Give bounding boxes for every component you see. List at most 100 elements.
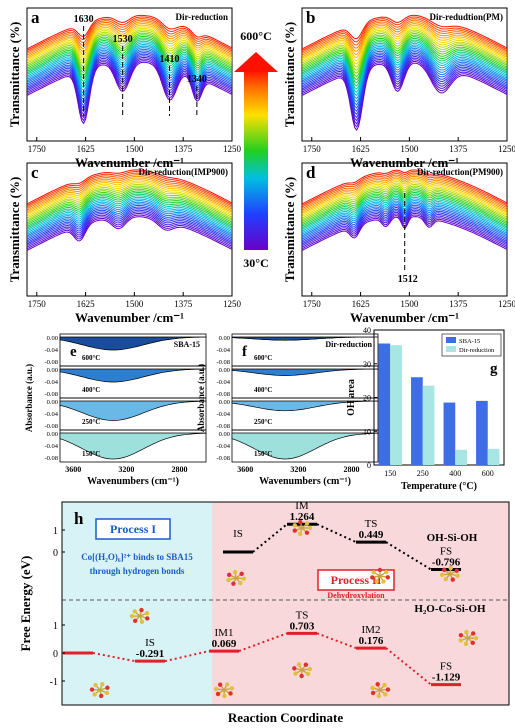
bar-panel-g: 0 10 20 30 40 150 250 400 600 Temperature (°C) OH … [346,326,505,492]
spectrum-line [26,187,233,223]
energy-panel-h: hISIM1.264TS0.449FS-0.796OH-Si-OH10IS-0.… [18,500,510,725]
spectrum-line [301,49,508,106]
spectrum-line [26,60,233,122]
y-tick-label: -0.08 [216,359,230,366]
atom [376,693,382,699]
spectrum-line [301,39,508,87]
atom [299,673,304,679]
atom [439,572,445,578]
x-tick-label: 1375 [449,144,468,154]
atom [217,682,223,687]
y-tick-label: 40 [363,326,371,335]
molecule-icon [292,519,313,537]
y-tick-label: 20 [363,394,371,403]
y-tick-label: -0.08 [44,359,58,366]
spectrum-line [301,192,508,227]
spectrum-line [301,16,508,51]
state-label: TS [296,609,309,621]
x-axis-label: Wavenumbers (cm⁻¹) [87,476,179,487]
spectrum-line [26,206,233,242]
spectrum-line [26,211,233,247]
molecule-icon [370,682,391,699]
spectrum-line [26,21,233,56]
spectrum-line [26,177,233,213]
y-tick-label: -0.04 [216,411,230,418]
molecule-icon [292,662,313,679]
x-axis-label: Wavenumber /cm⁻¹ [350,310,459,325]
spectrum-line [26,48,233,101]
peak-label: 1410 [160,54,180,65]
x-axis-label: Wavenumbers (cm⁻¹) [259,476,351,487]
atom [448,565,453,571]
atom [464,629,469,635]
process1-title: Process I [110,522,156,536]
spectrum-line [301,23,508,58]
x-axis-label: Wavenumber /cm⁻¹ [75,310,184,325]
x-tick-label: 1625 [77,144,96,154]
state-label: IS [145,637,155,649]
spectrum-line [301,41,508,90]
state-value: 0.449 [359,529,384,541]
atom [145,616,150,621]
atom [232,569,238,575]
y-tick-label: 1 [53,526,58,537]
y-tick-label: -0.08 [44,423,58,430]
atom [93,682,98,688]
atom [89,687,95,692]
spectrum-line [301,184,508,219]
bar [455,449,467,465]
atom [100,682,105,687]
spectrum-line [26,31,233,68]
x-axis-label: Reaction Coordinate [228,710,343,725]
atom [473,636,479,641]
atom [227,572,232,578]
spectrum-line [26,27,233,63]
spectrum-line [26,19,233,55]
spectrum-line [26,58,233,119]
spectrum-line [26,191,233,227]
x-tick-label: 600 [482,469,494,478]
absorbance-panel-e: 600°C 0.00 -0.04 -0.08 400°C 0.00 -0.04 -0.08 25… [24,333,207,487]
bar [411,377,423,465]
atom [132,609,137,614]
atom [224,682,230,687]
energy-connector [238,632,288,653]
panel-letter: a [31,8,40,27]
y-tick-label: -0.08 [44,391,58,398]
spectrum-line [26,190,233,226]
panel-letter: f [242,344,248,360]
process2-box [317,569,395,591]
process1-desc: Co[(H₂O)₆]²⁺ binds to SBA15 [81,552,193,562]
state-label: FS [440,661,452,673]
atom [292,523,298,528]
atom [228,691,233,696]
atom [297,531,303,537]
y-tick-label: 30 [363,360,371,369]
panel-title: Dir-reduction [325,340,372,349]
spectrum-line [26,174,233,210]
spectrum-line [26,175,233,211]
x-tick-label: 1375 [174,299,193,309]
x-tick-label: 1750 [303,299,322,309]
atom [382,682,387,688]
y-tick-label: -0.08 [216,423,230,430]
spectrum-line [26,37,233,80]
atom [229,686,234,691]
y-tick-label: 10 [363,427,371,436]
y-tick-label: -0.08 [44,455,58,462]
atom [238,580,243,586]
spectrum-line [301,55,508,119]
y-axis-label: Free Energy (eV) [18,556,33,652]
atom [292,528,297,533]
atom [293,671,298,676]
state-value: -0.291 [136,648,164,660]
atom [239,571,244,576]
atom [139,607,144,613]
spectrum-line [301,37,508,84]
panel-letter: h [74,509,84,528]
upper-system-name: OH-Si-OH [427,532,478,544]
y-tick-label: 0.00 [219,431,230,438]
spectrum-line [26,214,233,250]
y-tick-label: -0.04 [44,443,58,450]
x-tick-label: 400 [449,469,461,478]
